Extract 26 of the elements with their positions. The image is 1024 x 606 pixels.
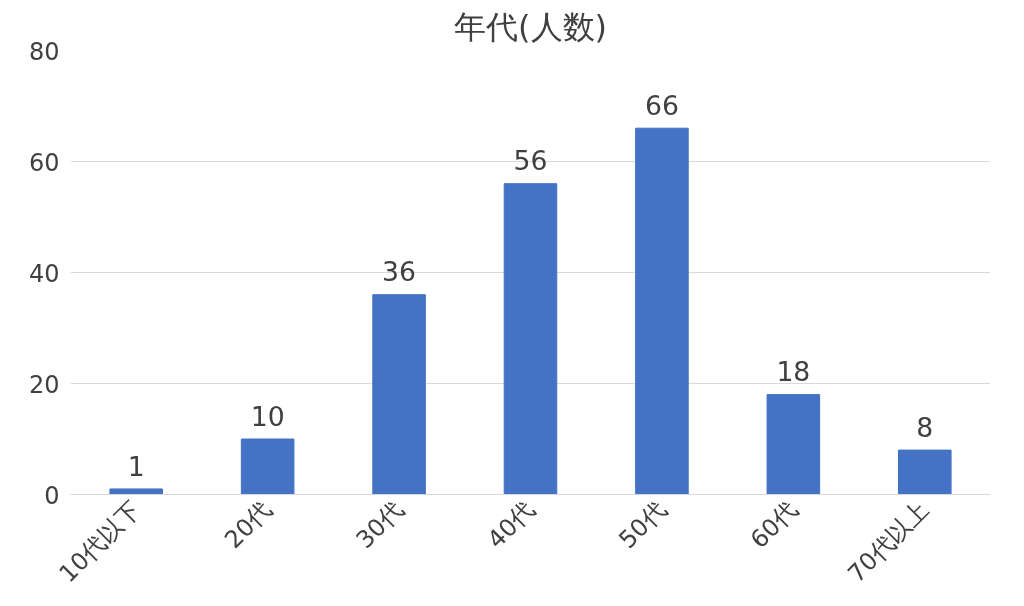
data-label: 56 xyxy=(513,145,548,177)
x-tick-label: 30代 xyxy=(350,495,409,554)
bar xyxy=(372,294,426,495)
x-tick-label: 60代 xyxy=(744,495,804,554)
y-tick-label: 20 xyxy=(28,370,60,399)
bar xyxy=(503,183,558,495)
y-tick-label: 0 xyxy=(44,481,60,510)
y-tick-label: 80 xyxy=(28,37,60,66)
bar xyxy=(109,488,163,495)
y-tick-label: 60 xyxy=(28,148,60,177)
data-label: 10 xyxy=(250,400,285,432)
bar xyxy=(898,449,952,495)
x-tick-label: 40代 xyxy=(482,495,541,554)
bar xyxy=(240,438,295,495)
data-label: 18 xyxy=(776,356,811,388)
data-label: 36 xyxy=(382,256,417,288)
data-label: 8 xyxy=(916,411,934,443)
data-label: 66 xyxy=(644,89,679,121)
x-tick-label: 50代 xyxy=(613,495,672,554)
chart-title: 年代(人数) xyxy=(454,7,607,46)
bar xyxy=(635,127,689,495)
data-label: 1 xyxy=(127,450,145,482)
y-tick-label: 40 xyxy=(28,259,60,288)
x-tick-label: 20代 xyxy=(219,495,278,554)
x-tick-label: 70代以上 xyxy=(842,495,935,588)
bar xyxy=(766,394,821,495)
